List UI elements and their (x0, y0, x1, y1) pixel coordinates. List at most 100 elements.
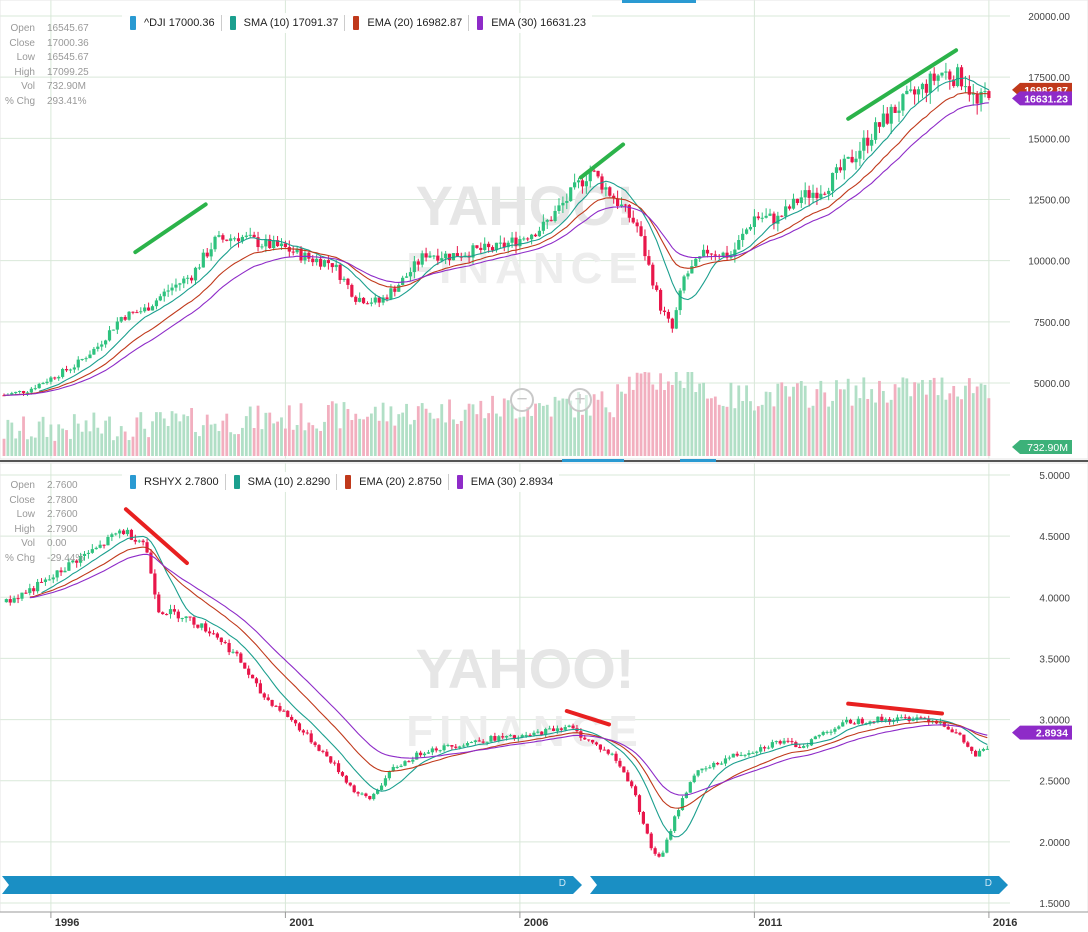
volume-bar (276, 421, 279, 456)
low-label: Low (16, 509, 35, 520)
volume-bar (315, 428, 319, 456)
volume-bar (135, 417, 139, 456)
candle-body (342, 278, 346, 280)
navigator-grip-icon[interactable]: D (984, 878, 992, 889)
candle-body (614, 753, 618, 761)
candle-body (192, 617, 196, 625)
navigator-range-right[interactable]: D (590, 876, 1008, 894)
candle-body (813, 736, 817, 740)
legend-item-ema20[interactable]: EMA (20) 16982.87 (345, 16, 468, 30)
candle-body (919, 717, 923, 719)
volume-bar (643, 372, 647, 456)
candle-body (272, 240, 276, 249)
bottom-ohlc-readout: Open 2.7600 Close 2.7800 Low 2.7600 High 2.7… (0, 479, 84, 566)
volume-bar (233, 434, 236, 456)
candle-body (479, 247, 483, 251)
volume-bar (760, 404, 764, 456)
volume-bar (565, 398, 569, 456)
legend-swatch (130, 16, 136, 30)
candle-body (75, 560, 79, 563)
volume-bar (389, 406, 393, 456)
volume-bar (49, 424, 53, 456)
candle-body (383, 778, 388, 786)
legend-item-symbol[interactable]: RSHYX 2.7800 (122, 475, 225, 489)
volume-bar (776, 383, 780, 456)
legend-item-symbol[interactable]: ^DJI 17000.36 (122, 16, 221, 30)
candle-body (442, 745, 446, 751)
legend-label: SMA (10) 2.8290 (247, 476, 331, 488)
candle-body (928, 73, 932, 93)
candle-body (815, 192, 819, 199)
volume-bar (323, 421, 326, 456)
candle-body (76, 359, 80, 368)
candle-body (364, 793, 368, 797)
candle-body (916, 89, 921, 95)
panel-scroll-indicator-right[interactable] (680, 459, 716, 462)
top-scroll-indicator[interactable] (622, 0, 696, 3)
volume-bar (944, 399, 948, 456)
volume-bar (858, 398, 862, 456)
volume-bar (815, 389, 819, 456)
candle-body (885, 113, 889, 124)
candle-body (150, 306, 155, 311)
navigator-range-left[interactable]: D (2, 876, 582, 894)
navigator-grip-icon[interactable]: D (558, 878, 566, 889)
candle-body (747, 753, 751, 755)
candle-body (365, 303, 370, 305)
volume-bar (893, 384, 897, 456)
volume-bar (463, 409, 467, 456)
volume-bar (65, 430, 68, 456)
volume-bar (721, 405, 725, 456)
low-value: 16545.67 (47, 52, 89, 63)
candle-body (119, 316, 123, 322)
legend-item-sma[interactable]: SMA (10) 17091.37 (222, 16, 345, 30)
candle-body (927, 718, 931, 723)
volume-bar (534, 403, 537, 456)
legend-label: EMA (30) 2.8934 (470, 476, 554, 488)
volume-bar (291, 429, 295, 456)
legend-item-ema30[interactable]: EMA (30) 2.8934 (449, 475, 560, 489)
legend-item-sma[interactable]: SMA (10) 2.8290 (226, 475, 337, 489)
candle-body (166, 290, 170, 292)
candle-body (744, 229, 749, 234)
volume-bar (18, 430, 22, 456)
candle-body (98, 544, 102, 548)
candle-body (721, 252, 725, 257)
candle-body (979, 91, 983, 104)
panel-scroll-indicator-left[interactable] (562, 459, 624, 462)
zoom-in-icon[interactable]: + (568, 388, 592, 412)
candle-body (266, 697, 270, 700)
legend-item-ema30[interactable]: EMA (30) 16631.23 (469, 16, 592, 30)
legend-item-ema20[interactable]: EMA (20) 2.8750 (337, 475, 448, 489)
candle-body (762, 747, 767, 749)
volume-bar (491, 395, 494, 456)
candle-body (37, 383, 41, 389)
zoom-out-icon[interactable]: − (510, 388, 534, 412)
candle-body (658, 289, 663, 311)
candle-body (860, 718, 864, 724)
candle-body (884, 719, 888, 721)
volume-bar (596, 399, 600, 456)
candle-body (549, 220, 553, 222)
volume-bar (690, 372, 694, 456)
volume-bar (96, 427, 100, 456)
ema-30-line (3, 102, 989, 396)
candle-body (104, 340, 108, 345)
bottom-legend: RSHYX 2.7800 SMA (10) 2.8290 EMA (20) 2.… (122, 472, 560, 492)
volume-bar (452, 419, 455, 456)
candle-body (776, 215, 780, 224)
volume-bar (647, 372, 651, 456)
candle-body (848, 719, 853, 724)
candle-body (297, 723, 302, 731)
volume-bar (444, 422, 448, 456)
candle-body (540, 731, 544, 736)
volume-bar (92, 412, 96, 456)
candle-body (260, 246, 264, 248)
trend-lines (123, 48, 959, 727)
candle-body (149, 552, 153, 574)
candle-body (391, 766, 395, 772)
candle-body (987, 91, 991, 99)
candle-body (16, 598, 20, 600)
candle-body (610, 753, 614, 755)
